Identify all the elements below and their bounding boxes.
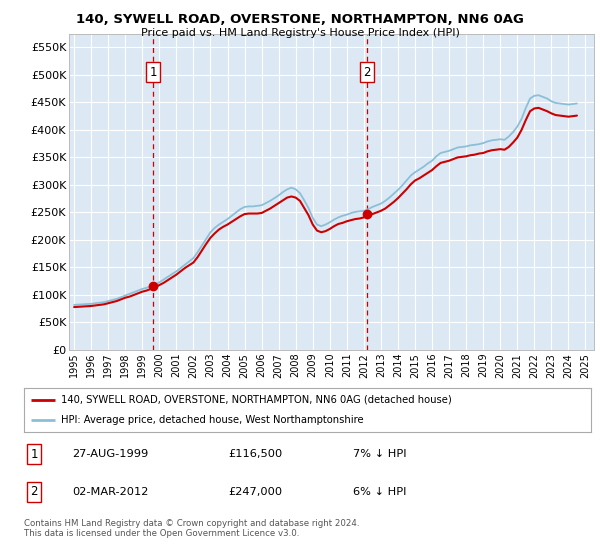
- Text: 6% ↓ HPI: 6% ↓ HPI: [353, 487, 406, 497]
- Text: 27-AUG-1999: 27-AUG-1999: [72, 449, 148, 459]
- Text: Contains HM Land Registry data © Crown copyright and database right 2024.
This d: Contains HM Land Registry data © Crown c…: [24, 519, 359, 538]
- Text: HPI: Average price, detached house, West Northamptonshire: HPI: Average price, detached house, West…: [61, 415, 364, 425]
- Text: 2: 2: [363, 66, 371, 78]
- Text: 1: 1: [149, 66, 157, 78]
- Text: 02-MAR-2012: 02-MAR-2012: [72, 487, 149, 497]
- Text: 140, SYWELL ROAD, OVERSTONE, NORTHAMPTON, NN6 0AG (detached house): 140, SYWELL ROAD, OVERSTONE, NORTHAMPTON…: [61, 395, 452, 405]
- Text: Price paid vs. HM Land Registry's House Price Index (HPI): Price paid vs. HM Land Registry's House …: [140, 28, 460, 38]
- Text: 1: 1: [31, 447, 38, 461]
- Text: 7% ↓ HPI: 7% ↓ HPI: [353, 449, 406, 459]
- Text: 140, SYWELL ROAD, OVERSTONE, NORTHAMPTON, NN6 0AG: 140, SYWELL ROAD, OVERSTONE, NORTHAMPTON…: [76, 13, 524, 26]
- Text: £247,000: £247,000: [228, 487, 282, 497]
- Text: £116,500: £116,500: [228, 449, 283, 459]
- Text: 2: 2: [31, 486, 38, 498]
